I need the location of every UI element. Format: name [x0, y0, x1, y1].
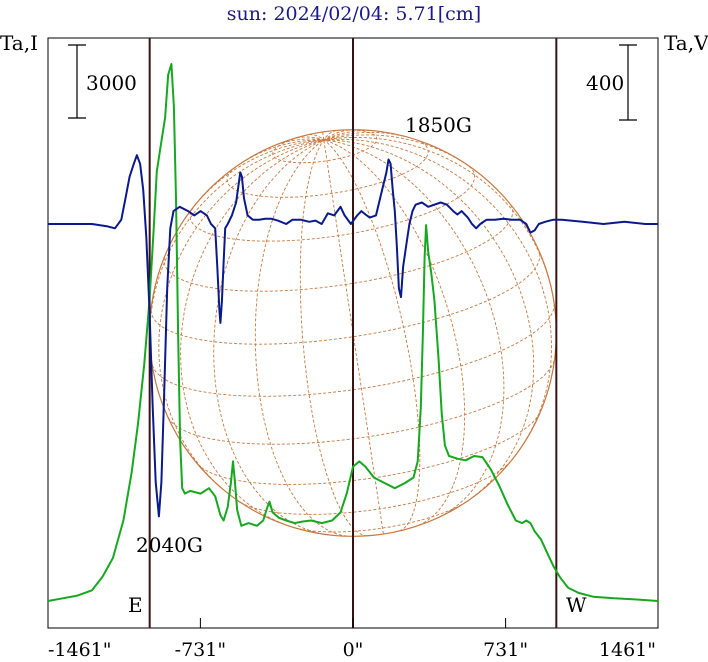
longitude-line	[213, 139, 325, 535]
scale-bar-right: 400	[586, 44, 637, 121]
longitude-line	[245, 139, 324, 161]
scale-bar-left: 3000	[68, 44, 137, 119]
limb-lines	[148, 38, 558, 628]
longitude-line	[309, 134, 325, 141]
longitude-line	[291, 136, 324, 141]
longitude-line	[323, 139, 505, 518]
longitude-line	[323, 129, 355, 141]
series-line-polarization	[48, 154, 658, 518]
x-axis-ticks: -1461" -731" 0" 731" 1461"	[47, 618, 659, 661]
scale-label-right: 400	[586, 71, 624, 95]
longitude-line	[323, 136, 555, 303]
longitude-line	[158, 139, 324, 489]
longitude-line	[323, 139, 466, 526]
limb-label-east: E	[128, 593, 143, 617]
annotation-1850g: 1850G	[405, 113, 472, 137]
annotation-2040g: 2040G	[136, 533, 203, 557]
longitude-line	[323, 139, 384, 534]
longitude-line	[254, 139, 347, 537]
longitude-line	[180, 139, 324, 528]
x-tick-label: 0"	[343, 639, 364, 661]
latitude-line	[197, 411, 541, 485]
latitude-line	[293, 500, 468, 533]
longitude-line	[272, 138, 324, 147]
x-tick-label: -731"	[175, 639, 226, 661]
series-line-intensity	[47, 63, 659, 602]
longitude-line	[323, 134, 477, 172]
latitude-line	[151, 304, 555, 397]
x-tick-label: 1461"	[599, 639, 656, 661]
longitude-line	[323, 130, 375, 141]
chart-title: sun: 2024/02/04: 5.71[cm]	[227, 3, 481, 25]
latitude-line	[150, 251, 541, 345]
scale-label-left: 3000	[86, 71, 137, 95]
sun-disk	[149, 129, 557, 537]
longitude-line	[299, 139, 368, 537]
longitude-line	[187, 139, 324, 216]
latitude-line	[189, 165, 476, 242]
longitude-line	[323, 131, 405, 141]
latitude-line	[226, 139, 429, 198]
longitude-line	[149, 139, 324, 364]
longitude-line	[323, 129, 337, 141]
longitude-line	[322, 131, 325, 140]
longitude-line	[323, 139, 421, 532]
x-tick-label: -1461"	[48, 639, 112, 661]
x-tick-label: 731"	[483, 639, 528, 661]
latitude-line	[167, 359, 555, 445]
longitude-line	[323, 139, 535, 502]
data-series	[47, 63, 659, 602]
longitude-line	[323, 138, 552, 444]
y-axis-label-left: Ta,I	[0, 31, 38, 55]
limb-label-west: W	[566, 593, 587, 617]
y-axis-label-right: Ta,V	[664, 31, 708, 55]
latitude-line	[240, 460, 512, 515]
